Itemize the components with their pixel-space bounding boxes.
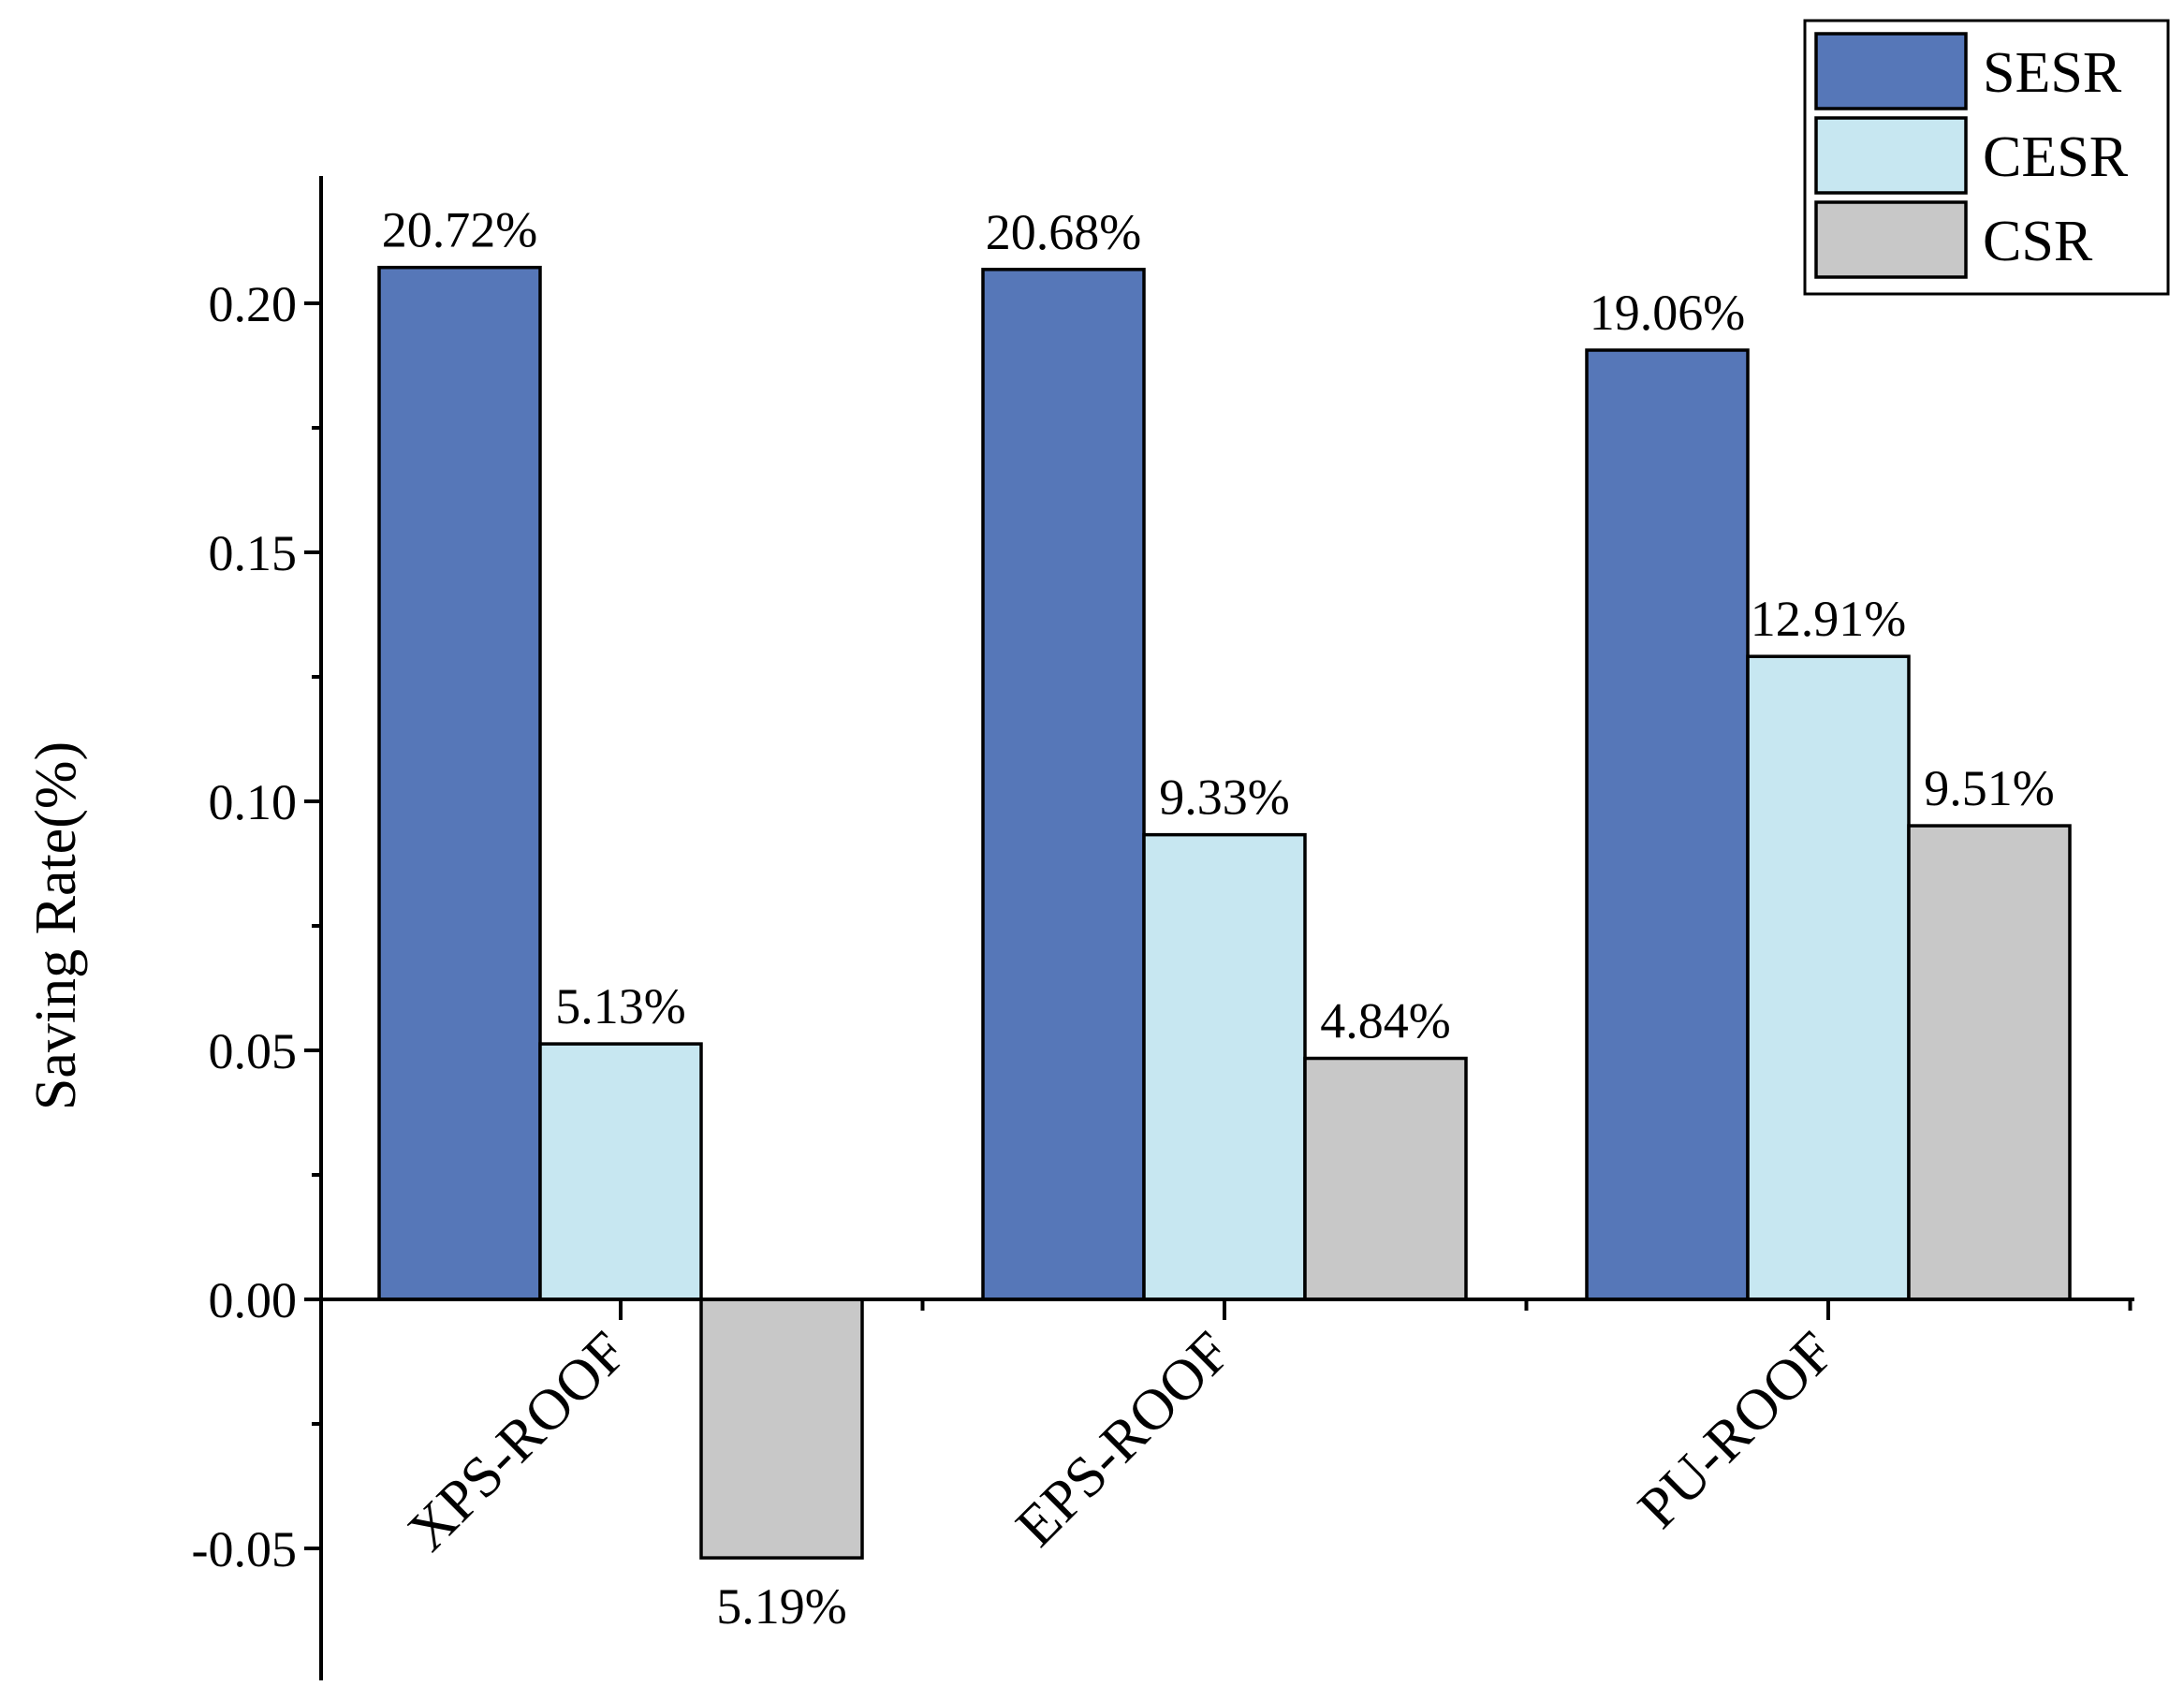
data-labels: 20.72% 20.68% 19.06% 5.13% 9.33% 12.91% 5.19% 4… — [382, 202, 2055, 1635]
y-tick-label: 0.00 — [209, 1272, 298, 1328]
bar-cesr-xps-roof — [538, 1042, 703, 1301]
y-tick-label: 0.15 — [209, 525, 298, 581]
data-label: 20.72% — [382, 202, 537, 258]
x-category-label: XPS-ROOF — [396, 1320, 639, 1563]
legend: SESR CESR CSR — [1803, 19, 2170, 296]
data-label: 5.19% — [716, 1578, 846, 1635]
x-axis: XPS-ROOF EPS-ROOF PU-ROOF — [321, 1298, 2134, 1563]
legend-label-cesr: CESR — [1983, 125, 2129, 189]
bar-csr-pu-roof — [1907, 824, 2072, 1301]
data-label: 12.91% — [1751, 591, 1906, 647]
data-label: 9.33% — [1159, 770, 1289, 826]
bar-cesr-pu-roof — [1746, 654, 1911, 1301]
bar-csr-xps-roof — [699, 1298, 864, 1560]
legend-label-csr: CSR — [1983, 210, 2093, 273]
legend-label-sesr: SESR — [1983, 41, 2122, 105]
bar-cesr-eps-roof — [1142, 832, 1307, 1301]
y-tick-label: 0.20 — [209, 276, 298, 332]
legend-swatch-sesr — [1814, 32, 1968, 110]
y-tick-label: -0.05 — [192, 1521, 297, 1577]
x-ticks — [619, 1299, 2133, 1320]
legend-swatch-cesr — [1814, 116, 1968, 195]
y-axis-title: Saving Rate(%) — [24, 741, 88, 1110]
legend-items: SESR CESR CSR — [1814, 32, 2129, 279]
data-label: 19.06% — [1590, 285, 1745, 341]
y-axis: -0.05 0.00 0.05 0.10 0.15 0.20 — [192, 176, 323, 1680]
bar-sesr-xps-roof — [377, 265, 542, 1301]
y-ticks: -0.05 0.00 0.05 0.10 0.15 0.20 — [192, 276, 321, 1577]
data-label: 5.13% — [555, 978, 685, 1034]
y-tick-label: 0.10 — [209, 774, 298, 830]
data-label: 9.51% — [1924, 760, 2054, 816]
x-labels: XPS-ROOF EPS-ROOF PU-ROOF — [396, 1320, 1847, 1563]
data-label: 4.84% — [1320, 993, 1450, 1049]
bars — [377, 265, 2072, 1560]
bar-csr-eps-roof — [1303, 1056, 1468, 1301]
y-tick-label: 0.05 — [209, 1023, 298, 1079]
data-label: 20.68% — [986, 204, 1141, 260]
x-category-label: PU-ROOF — [1626, 1320, 1847, 1541]
bar-sesr-eps-roof — [981, 268, 1146, 1301]
x-category-label: EPS-ROOF — [1004, 1320, 1243, 1559]
bar-sesr-pu-roof — [1585, 348, 1750, 1301]
legend-swatch-csr — [1814, 200, 1968, 279]
